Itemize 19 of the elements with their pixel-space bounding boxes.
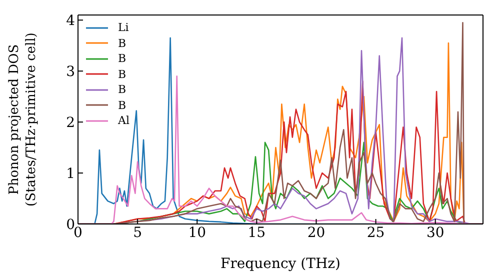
legend-label: B — [118, 68, 126, 81]
x-axis-title: Frequency (THz) — [220, 256, 341, 272]
y-tick-label: 1 — [66, 166, 75, 182]
x-tick-label: 10 — [188, 224, 206, 241]
y-tick-label: 3 — [66, 64, 75, 80]
y-axis-title: Phonon projected DOS (States/THz·primitive cell) — [7, 32, 39, 207]
x-tick-label: 20 — [307, 224, 326, 241]
legend-label: Al — [118, 114, 130, 128]
legend-label: B — [118, 36, 126, 50]
legend-label: B — [118, 98, 126, 112]
legend-label: B — [118, 52, 126, 66]
x-tick-label: 25 — [366, 224, 385, 241]
y-tick-label: 2 — [66, 115, 75, 132]
x-tick-label: 30 — [426, 224, 444, 241]
x-tick-label: 15 — [248, 224, 266, 241]
x-tick-label: 5 — [133, 224, 142, 241]
y-tick-label: 4 — [66, 13, 76, 30]
legend-label: B — [118, 83, 126, 96]
legend-label: Li — [118, 21, 129, 34]
